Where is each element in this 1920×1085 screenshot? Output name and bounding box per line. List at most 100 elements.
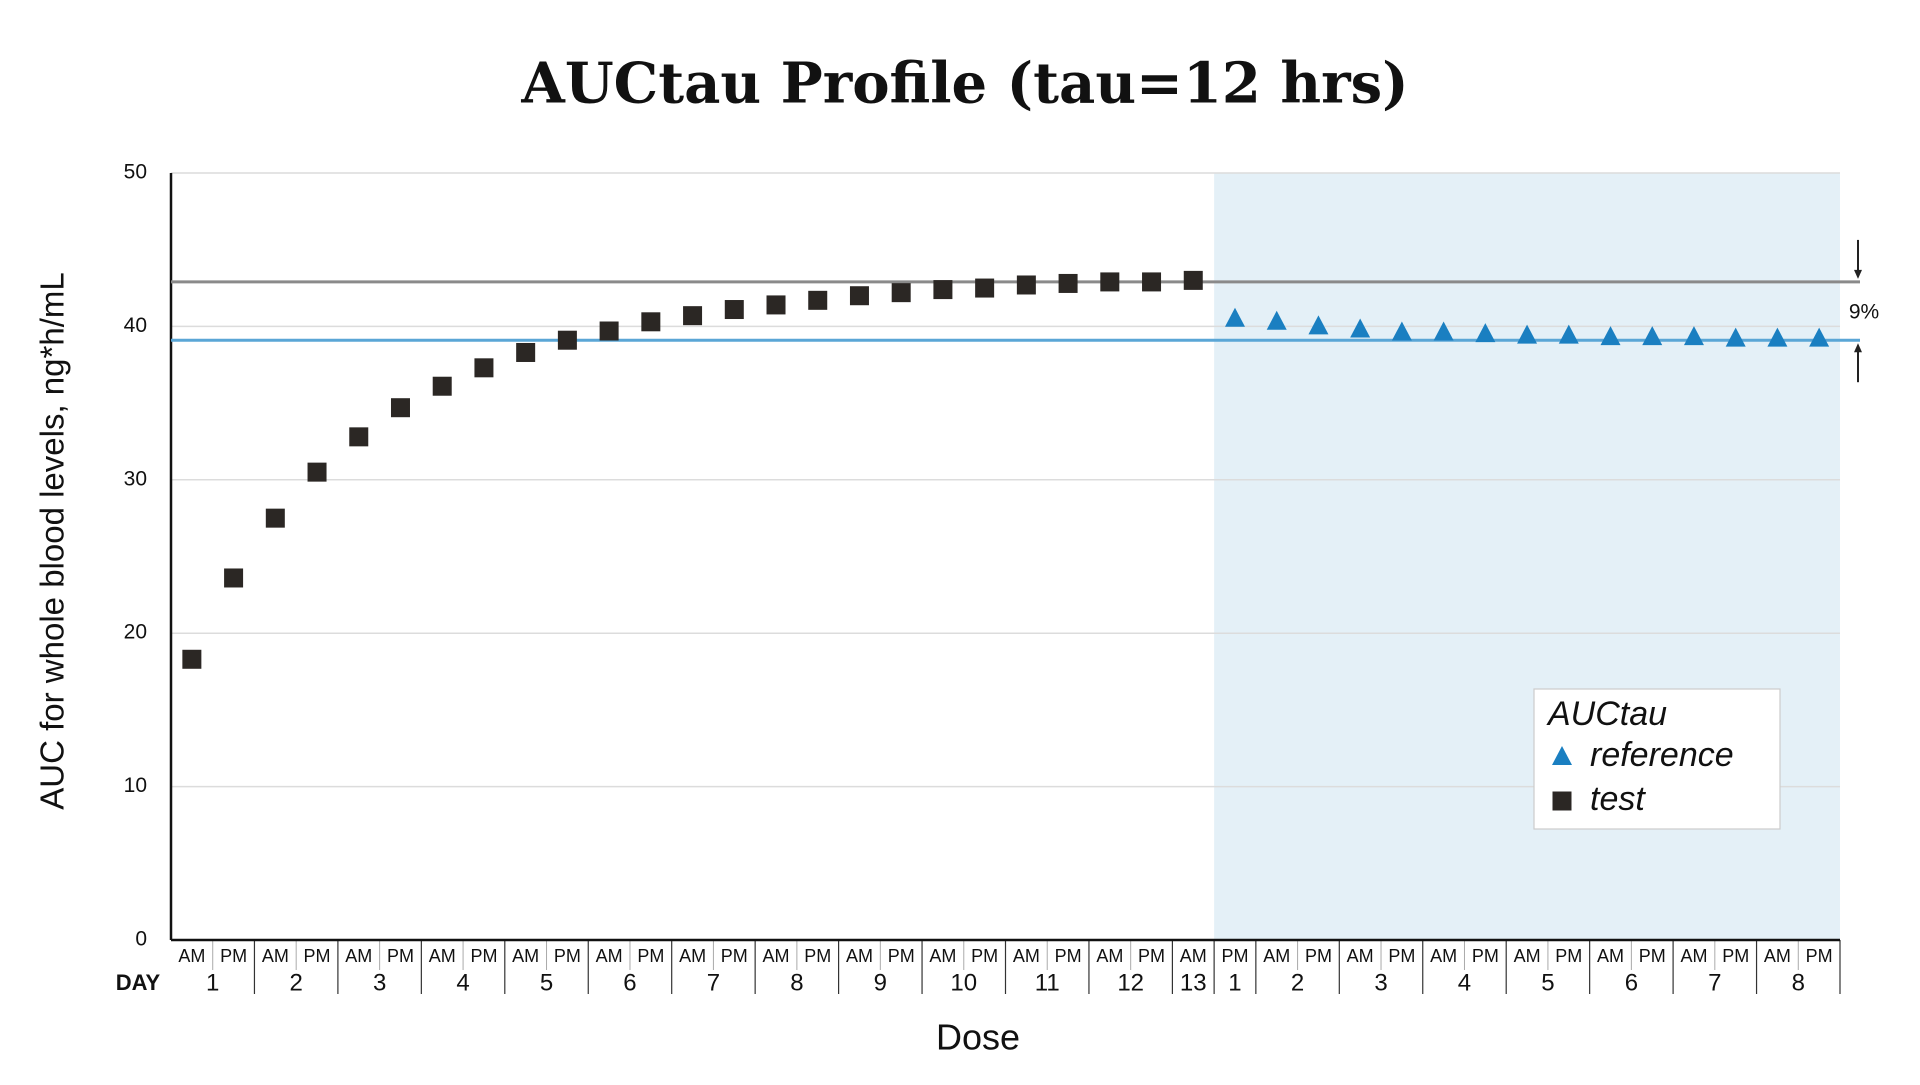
x-tick-label: AM bbox=[846, 946, 873, 966]
x-tick-label: AM bbox=[1013, 946, 1040, 966]
x-tick-label: AM bbox=[178, 946, 205, 966]
marker-triangle bbox=[1475, 323, 1496, 343]
marker-triangle bbox=[1725, 327, 1746, 347]
y-tick-label: 30 bbox=[124, 467, 147, 490]
day-label: 3 bbox=[373, 969, 386, 996]
marker-square bbox=[432, 376, 452, 396]
marker-triangle bbox=[1767, 327, 1788, 347]
x-tick-label: AM bbox=[262, 946, 289, 966]
marker-square bbox=[975, 278, 995, 298]
day-label: 5 bbox=[540, 969, 553, 996]
annotation: 9% bbox=[1849, 301, 1879, 324]
marker-triangle bbox=[1683, 326, 1704, 346]
chart-title: AUCtau Profile (tau=12 hrs) bbox=[520, 51, 1408, 117]
marker-triangle bbox=[1600, 326, 1621, 346]
marker-square bbox=[808, 290, 828, 310]
day-label: 4 bbox=[456, 969, 469, 996]
marker-square bbox=[641, 312, 661, 332]
y-tick-label: 20 bbox=[124, 621, 147, 644]
y-tick-label: 10 bbox=[124, 774, 147, 797]
x-tick-label: AM bbox=[596, 946, 623, 966]
marker-square bbox=[1142, 272, 1162, 292]
marker-triangle bbox=[1391, 321, 1412, 341]
x-tick-label: PM bbox=[721, 946, 748, 966]
y-axis-label: AUC for whole blood levels, ng*h/mL bbox=[34, 272, 71, 809]
x-tick-label: AM bbox=[1180, 946, 1207, 966]
day-label: 1 bbox=[206, 969, 219, 996]
x-tick-label: AM bbox=[1096, 946, 1123, 966]
day-label: 1 bbox=[1228, 969, 1241, 996]
marker-square bbox=[683, 306, 703, 326]
marker-triangle bbox=[1308, 315, 1329, 335]
x-tick-label: PM bbox=[1305, 946, 1332, 966]
x-tick-label: AM bbox=[345, 946, 372, 966]
day-label: 12 bbox=[1117, 969, 1144, 996]
marker-triangle bbox=[1809, 327, 1830, 347]
x-tick-label: PM bbox=[888, 946, 915, 966]
x-tick-label: PM bbox=[387, 946, 414, 966]
day-label: 6 bbox=[623, 969, 636, 996]
x-tick-label: AM bbox=[763, 946, 790, 966]
marker-square bbox=[1183, 270, 1203, 290]
x-tick-label: AM bbox=[1597, 946, 1624, 966]
legend-label: reference bbox=[1590, 736, 1734, 774]
x-tick-label: AM bbox=[929, 946, 956, 966]
marker-triangle bbox=[1517, 324, 1538, 344]
marker-square bbox=[766, 295, 786, 315]
x-tick-label: PM bbox=[1639, 946, 1666, 966]
arrow-head bbox=[1854, 343, 1862, 353]
day-label: 6 bbox=[1625, 969, 1638, 996]
marker-square bbox=[557, 330, 577, 350]
marker-square bbox=[1552, 791, 1572, 811]
day-label: 11 bbox=[1035, 969, 1060, 996]
marker-square bbox=[390, 398, 410, 418]
marker-square bbox=[516, 342, 536, 362]
x-tick-label: PM bbox=[637, 946, 664, 966]
x-tick-label: PM bbox=[804, 946, 831, 966]
marker-square bbox=[307, 462, 327, 482]
day-row-label: DAY bbox=[116, 970, 161, 995]
marker-triangle bbox=[1558, 324, 1579, 344]
legend-label: test bbox=[1590, 780, 1646, 818]
marker-square bbox=[474, 358, 494, 378]
x-tick-label: PM bbox=[1555, 946, 1582, 966]
marker-square bbox=[933, 280, 953, 300]
x-tick-label: PM bbox=[1221, 946, 1248, 966]
y-tick-label: 0 bbox=[135, 928, 147, 951]
marker-square bbox=[724, 300, 744, 320]
y-tick-label: 40 bbox=[124, 314, 147, 337]
day-label: 13 bbox=[1180, 969, 1207, 996]
marker-triangle bbox=[1433, 321, 1454, 341]
day-label: 9 bbox=[874, 969, 887, 996]
x-tick-label: PM bbox=[1472, 946, 1499, 966]
x-tick-label: AM bbox=[1430, 946, 1457, 966]
x-tick-label: PM bbox=[1388, 946, 1415, 966]
legend-title: AUCtau bbox=[1546, 695, 1667, 733]
marker-square bbox=[599, 321, 619, 341]
day-label: 10 bbox=[950, 969, 977, 996]
arrow-head bbox=[1854, 269, 1862, 279]
marker-square bbox=[849, 286, 869, 306]
day-label: 8 bbox=[1792, 969, 1805, 996]
marker-square bbox=[891, 283, 911, 303]
x-axis-label: Dose bbox=[936, 1017, 1020, 1058]
x-tick-label: PM bbox=[971, 946, 998, 966]
x-tick-label: PM bbox=[1138, 946, 1165, 966]
day-label: 5 bbox=[1541, 969, 1554, 996]
x-tick-label: PM bbox=[1055, 946, 1082, 966]
day-label: 2 bbox=[1291, 969, 1304, 996]
x-tick-label: PM bbox=[1722, 946, 1749, 966]
marker-square bbox=[224, 568, 244, 588]
x-tick-label: AM bbox=[1680, 946, 1707, 966]
marker-square bbox=[1058, 273, 1078, 293]
marker-triangle bbox=[1642, 326, 1663, 346]
marker-square bbox=[265, 508, 285, 528]
x-tick-label: AM bbox=[1347, 946, 1374, 966]
x-tick-label: PM bbox=[554, 946, 581, 966]
marker-triangle bbox=[1350, 318, 1371, 338]
day-label: 2 bbox=[289, 969, 302, 996]
x-tick-label: AM bbox=[1764, 946, 1791, 966]
y-tick-label: 50 bbox=[124, 161, 147, 184]
day-label: 7 bbox=[707, 969, 720, 996]
